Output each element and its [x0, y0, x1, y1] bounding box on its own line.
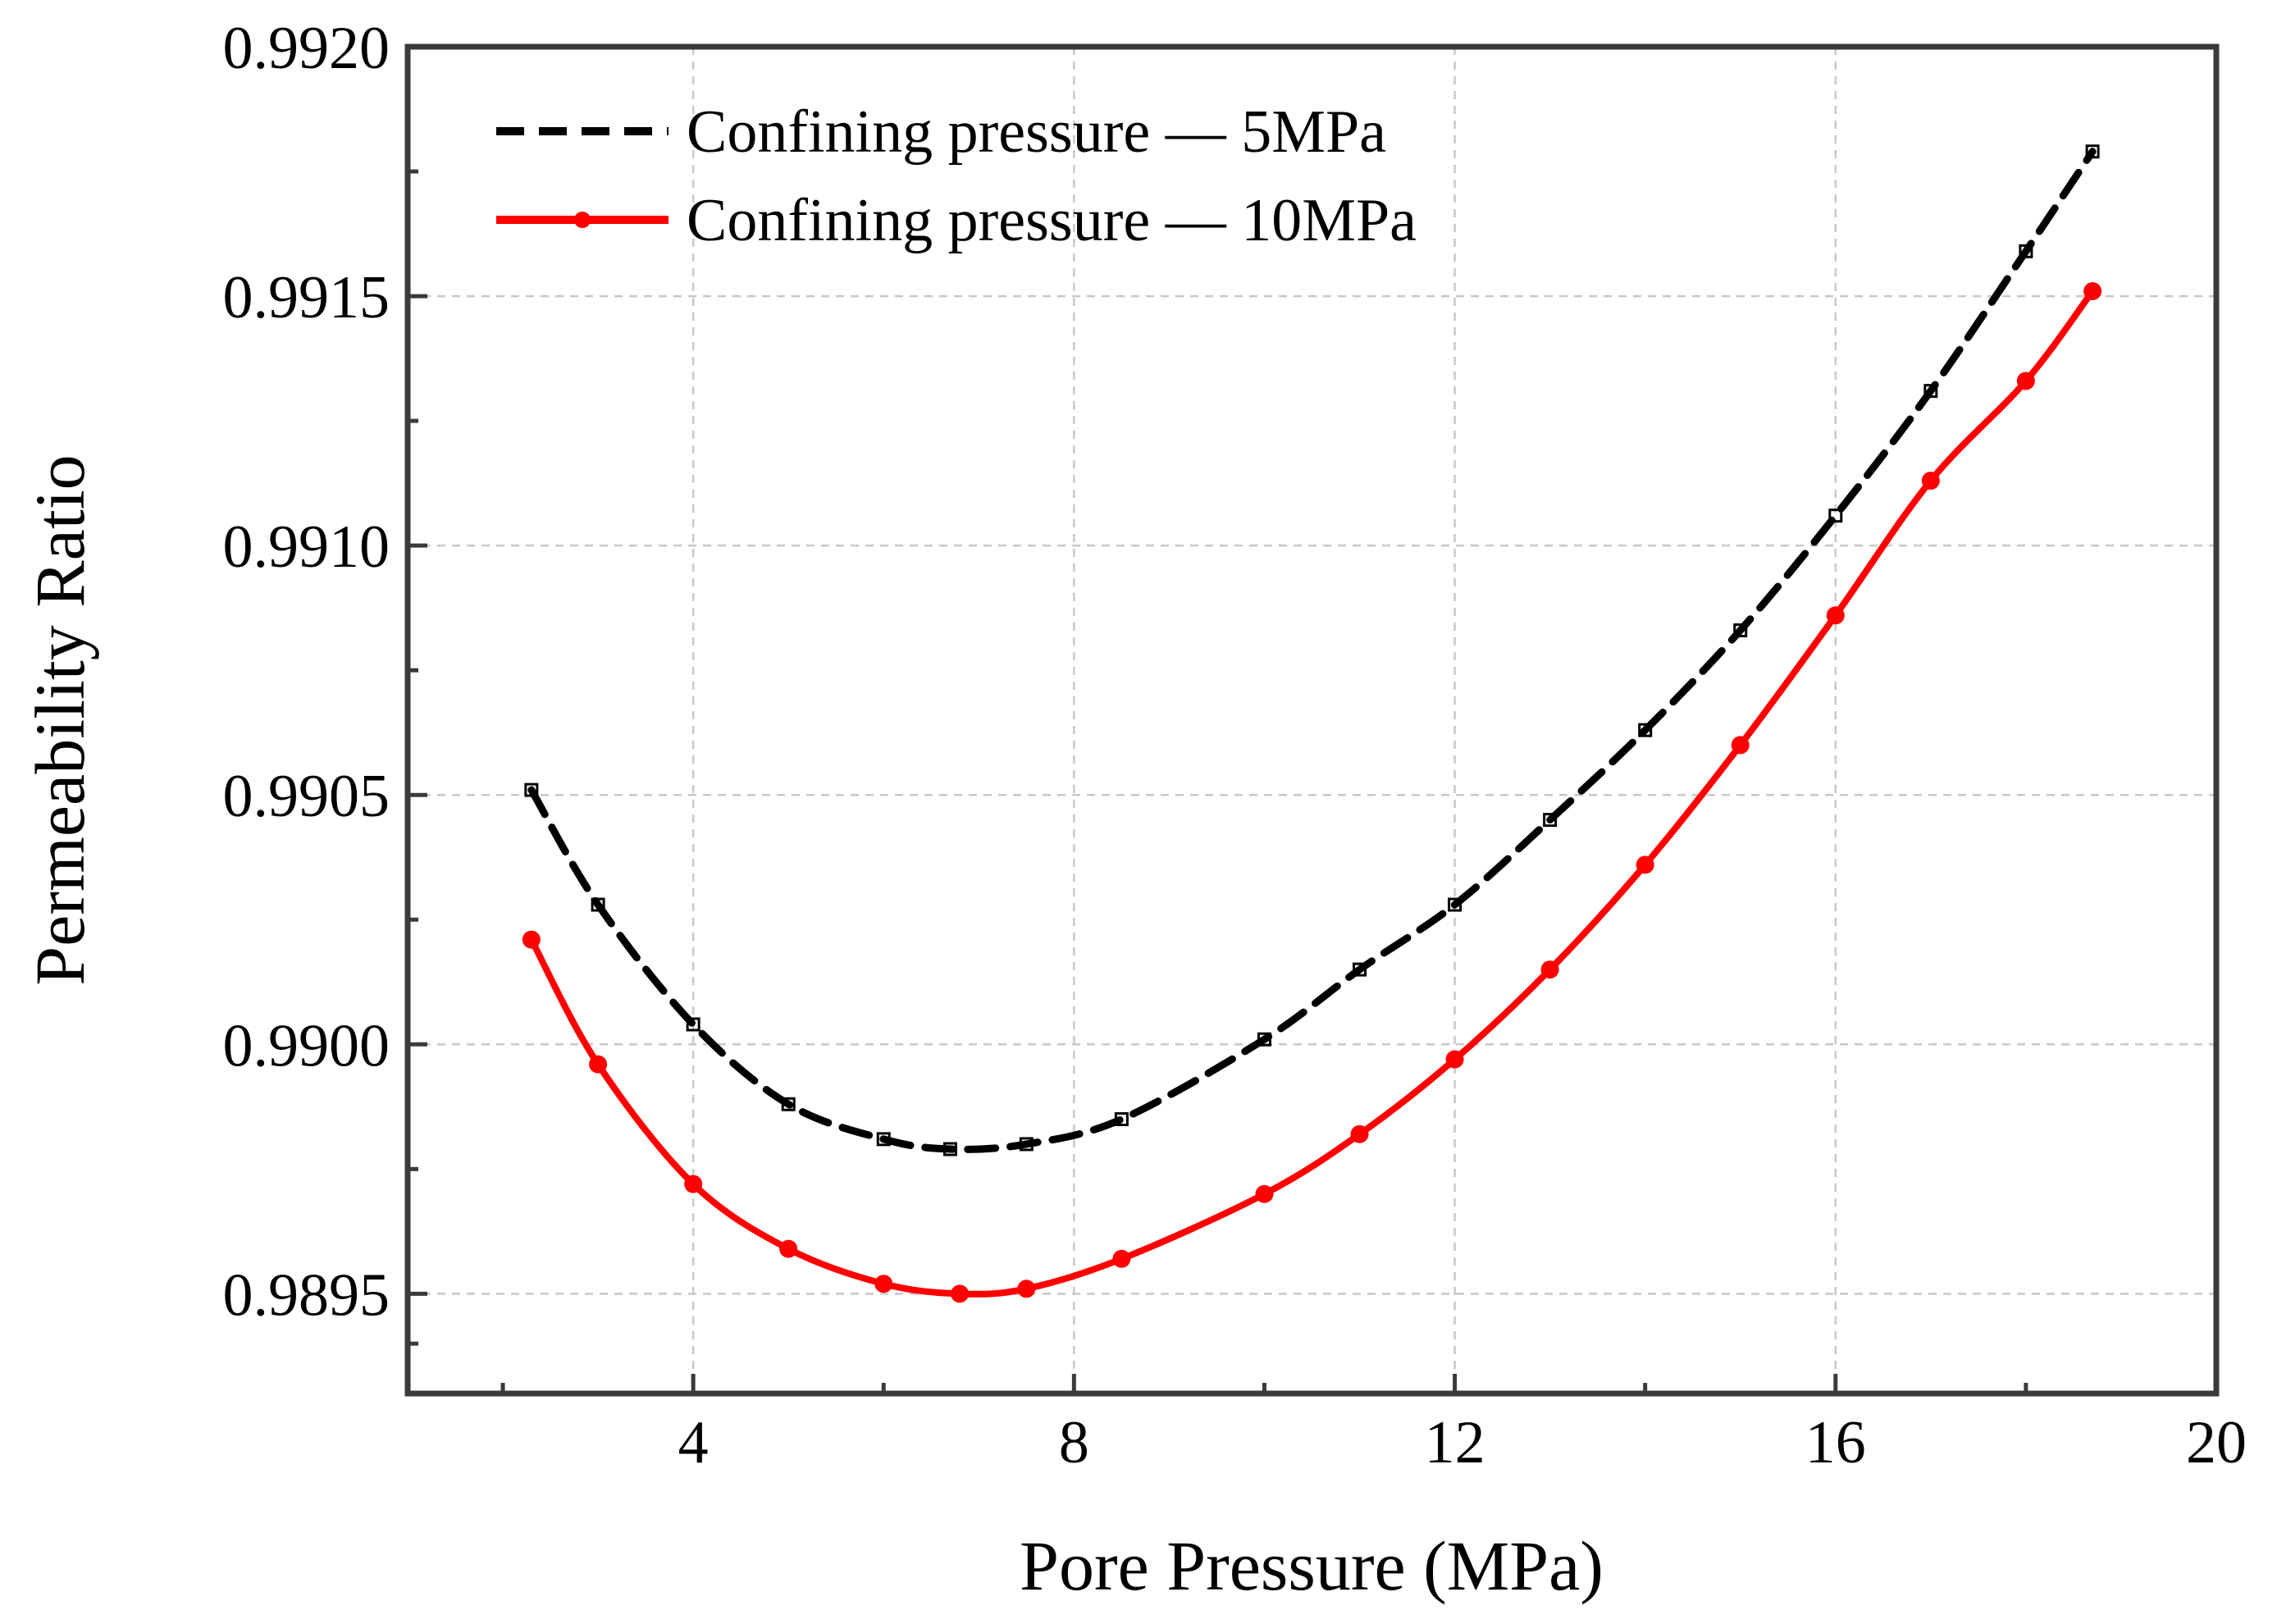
x-tick-label: 4 [678, 1409, 709, 1476]
x-tick-label: 8 [1059, 1409, 1089, 1476]
data-point-5mpa [943, 1142, 957, 1156]
data-point-5mpa [591, 897, 605, 912]
data-point-10mpa [1921, 472, 1940, 490]
y-tick-label: 0.9915 [223, 264, 390, 331]
y-tick-label: 0.9905 [223, 763, 390, 830]
data-point-10mpa [1255, 1184, 1274, 1203]
x-tick-label: 16 [1805, 1409, 1866, 1476]
data-point-10mpa [1350, 1124, 1369, 1143]
data-point-10mpa [1540, 960, 1559, 979]
series-layer [522, 144, 2102, 1303]
x-tick-label: 12 [1425, 1409, 1485, 1476]
data-point-5mpa [781, 1097, 796, 1111]
data-point-10mpa [1445, 1050, 1464, 1069]
y-tick-label: 0.9900 [223, 1012, 390, 1079]
ticks [408, 44, 2219, 1394]
data-point-10mpa [779, 1239, 798, 1258]
data-point-5mpa [1448, 897, 1462, 912]
data-point-5mpa [686, 1017, 700, 1032]
data-point-10mpa [2083, 281, 2102, 300]
x-tick-label: 20 [2186, 1409, 2247, 1476]
tick-labels: 4 8 12 16 20 0.9895 0.9900 0.9905 0.9910 0.9915 0.… [223, 15, 2247, 1476]
data-point-5mpa [2019, 244, 2033, 258]
data-point-10mpa [1731, 736, 1750, 755]
data-point-5mpa [1019, 1137, 1034, 1152]
data-point-10mpa [1017, 1280, 1036, 1298]
data-point-10mpa [2016, 372, 2035, 390]
data-point-5mpa [1828, 509, 1843, 523]
series-5mpa [524, 144, 2100, 1156]
data-point-10mpa [1112, 1249, 1131, 1268]
data-point-10mpa [522, 930, 541, 949]
data-point-10mpa [951, 1284, 970, 1303]
y-tick-label: 0.9910 [223, 513, 390, 581]
data-point-10mpa [589, 1055, 608, 1074]
data-point-5mpa [1638, 723, 1653, 737]
data-point-10mpa [874, 1275, 893, 1293]
plot-frame [404, 43, 2220, 1397]
legend: Confining pressure — 5MPa Confining pres… [496, 98, 1417, 254]
data-point-5mpa [524, 782, 539, 797]
data-point-5mpa [1353, 962, 1367, 977]
data-point-5mpa [1257, 1032, 1271, 1047]
x-axis-title: Pore Pressure (MPa) [1020, 1526, 1604, 1605]
y-tick-label: 0.9895 [223, 1261, 390, 1329]
data-point-5mpa [1543, 813, 1558, 828]
line-5mpa [527, 148, 2097, 1153]
data-point-10mpa [1636, 855, 1654, 874]
legend-label-5mpa: Confining pressure — 5MPa [687, 98, 1386, 166]
data-point-10mpa [684, 1175, 703, 1193]
data-point-10mpa [1826, 606, 1845, 625]
data-point-5mpa [1114, 1112, 1129, 1127]
grid [408, 47, 2216, 1394]
data-point-5mpa [876, 1132, 891, 1147]
legend-label-10mpa: Confining pressure — 10MPa [687, 187, 1417, 254]
y-tick-label: 0.9920 [223, 15, 390, 82]
legend-marker-10mpa [574, 212, 591, 228]
data-point-5mpa [1923, 384, 1938, 399]
series-10mpa [522, 281, 2102, 1303]
data-point-5mpa [1733, 623, 1748, 638]
y-axis-title: Permeability Ratio [21, 454, 99, 985]
data-point-5mpa [2085, 144, 2100, 159]
line-10mpa [527, 287, 2097, 1298]
